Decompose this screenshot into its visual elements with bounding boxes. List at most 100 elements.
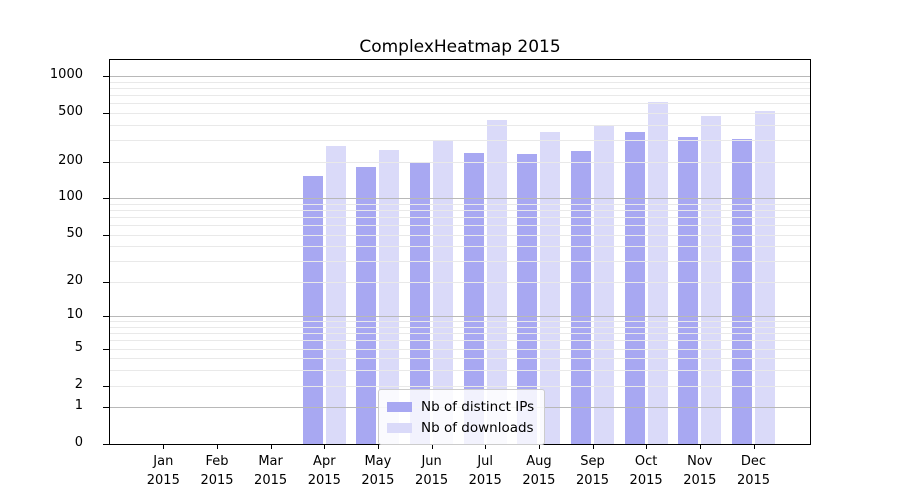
chart-title: ComplexHeatmap 2015 (359, 37, 561, 57)
y-tick-mark-500 (103, 112, 110, 114)
x-tick-year-jan: 2015 (146, 473, 180, 488)
gridline-2 (110, 385, 810, 387)
bars-layer (110, 60, 810, 444)
y-tick-label-text-1: 1 (74, 398, 83, 414)
legend-swatch-downloads (387, 422, 412, 433)
x-tick-month-aug: Aug (526, 454, 552, 469)
y-tick-mark-100 (103, 198, 110, 200)
gridline-1000 (110, 76, 810, 77)
x-tick-month-jun: Jun (421, 454, 442, 469)
x-tick-label-jul: Jul 2015 (445, 452, 525, 490)
x-tick-month-mar: Mar (258, 454, 283, 469)
gridline-80 (110, 209, 810, 211)
x-tick-year-jun: 2015 (415, 473, 449, 488)
x-tick-month-sep: Sep (580, 454, 605, 469)
x-tick-mark-jun (431, 444, 433, 449)
x-tick-month-feb: Feb (205, 454, 229, 469)
y-tick-label-text-5: 5 (74, 339, 83, 355)
x-tick-mark-aug (538, 444, 540, 449)
bar-distinct-ips-apr (302, 176, 323, 444)
bar-distinct-ips-dec (731, 138, 752, 444)
gridline-3 (110, 370, 810, 372)
x-tick-label-sep: Sep 2015 (553, 452, 633, 490)
bar-distinct-ips-may (356, 166, 377, 444)
gridline-60 (110, 225, 810, 226)
y-tick-label-text-2: 2 (74, 376, 83, 392)
x-tick-label-dec: Dec 2015 (714, 452, 794, 490)
gridline-90 (110, 203, 810, 205)
gridline-500 (110, 112, 810, 114)
gridline-400 (110, 124, 810, 126)
gridline-70 (110, 216, 810, 218)
x-tick-mark-oct (646, 444, 648, 449)
x-tick-label-oct: Oct 2015 (606, 452, 686, 490)
x-tick-year-aug: 2015 (522, 473, 556, 488)
x-tick-month-may: May (364, 454, 392, 469)
legend-label-downloads: Nb of downloads (421, 419, 534, 436)
x-tick-mark-mar (270, 444, 272, 449)
x-tick-year-nov: 2015 (683, 473, 717, 488)
x-tick-mark-feb (217, 444, 218, 449)
x-tick-label-nov: Nov 2015 (660, 452, 740, 490)
gridline-9 (110, 321, 810, 323)
gridline-200 (110, 161, 810, 163)
legend-swatch-distinct-ips (387, 401, 412, 412)
y-tick-mark-200 (103, 161, 110, 163)
bar-distinct-ips-jun (410, 162, 431, 444)
y-tick-mark-0 (103, 444, 110, 445)
x-tick-mark-may (377, 444, 379, 449)
legend-item-downloads: Nb of downloads (387, 417, 534, 438)
x-tick-mark-sep (592, 444, 594, 449)
x-tick-mark-jan (163, 444, 165, 449)
gridline-8 (110, 327, 810, 328)
gridline-300 (110, 140, 810, 141)
x-tick-year-mar: 2015 (254, 473, 288, 488)
bar-distinct-ips-jul (463, 153, 484, 444)
plot-area (109, 59, 811, 445)
grid-layer (110, 60, 810, 444)
y-tick-mark-20 (103, 281, 110, 283)
gridline-5 (110, 348, 810, 350)
bar-downloads-dec (754, 111, 775, 444)
y-tick-label-text-100: 100 (58, 189, 83, 205)
y-tick-mark-10 (103, 316, 110, 318)
gridline-6 (110, 340, 810, 342)
x-tick-month-apr: Apr (313, 454, 336, 469)
legend: Nb of distinct IPs Nb of downloads (378, 389, 545, 445)
x-tick-month-jan: Jan (153, 454, 174, 469)
gridline-600 (110, 103, 810, 105)
x-tick-label-jun: Jun 2015 (392, 452, 472, 490)
y-tick-label-text-500: 500 (58, 103, 83, 119)
x-tick-label-may: May 2015 (338, 452, 418, 490)
legend-label-distinct-ips: Nb of distinct IPs (421, 398, 535, 415)
bar-downloads-apr (325, 146, 346, 444)
x-tick-month-nov: Nov (687, 454, 713, 469)
gridline-100 (110, 198, 810, 200)
x-tick-year-dec: 2015 (736, 473, 771, 488)
x-tick-mark-jul (485, 444, 487, 449)
y-tick-label-text-50: 50 (66, 225, 83, 241)
legend-item-distinct-ips: Nb of distinct IPs (387, 396, 534, 417)
x-tick-year-feb: 2015 (200, 473, 234, 488)
x-tick-mark-dec (753, 444, 755, 449)
bar-downloads-nov (701, 115, 722, 444)
gridline-30 (110, 261, 810, 263)
x-tick-label-jan: Jan 2015 (123, 452, 203, 490)
y-tick-mark-1000 (103, 76, 110, 77)
y-tick-label-text-200: 200 (58, 152, 83, 168)
y-tick-label-text-10: 10 (66, 307, 83, 323)
gridline-700 (110, 94, 810, 96)
x-tick-month-oct: Oct (634, 454, 658, 469)
gridline-20 (110, 281, 810, 283)
x-tick-year-jul: 2015 (468, 473, 502, 488)
gridline-4 (110, 358, 810, 360)
y-tick-mark-1 (103, 407, 110, 409)
bar-distinct-ips-nov (678, 136, 699, 444)
x-tick-label-mar: Mar 2015 (231, 452, 311, 490)
y-tick-mark-2 (103, 385, 110, 387)
gridline-7 (110, 333, 810, 335)
x-tick-label-aug: Aug 2015 (499, 452, 579, 490)
y-tick-label-text-1000: 1000 (49, 67, 83, 82)
y-tick-mark-50 (103, 234, 110, 236)
